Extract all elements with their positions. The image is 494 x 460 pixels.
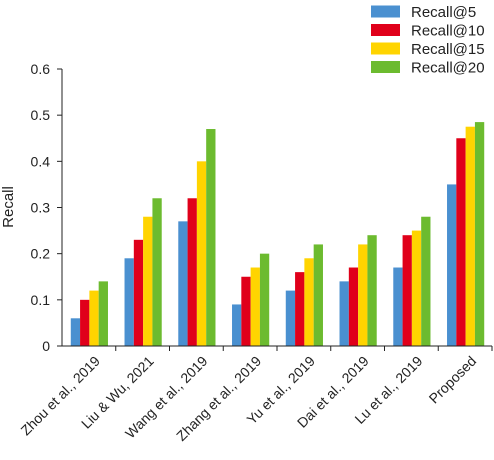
bar	[393, 267, 403, 346]
bar	[295, 272, 305, 346]
bars	[70, 122, 485, 346]
bar	[143, 216, 153, 346]
bar	[348, 267, 359, 346]
bar	[402, 235, 412, 346]
bar	[465, 126, 475, 346]
bar	[241, 276, 251, 346]
bar	[447, 184, 457, 346]
y-tick-label: 0.4	[31, 153, 51, 169]
legend-swatch	[371, 42, 400, 55]
legend-swatch	[371, 61, 400, 73]
legend-label: Recall@5	[411, 4, 476, 21]
bar	[89, 290, 99, 346]
bar	[411, 230, 422, 346]
bar	[259, 253, 270, 346]
bar	[250, 267, 260, 346]
legend-swatch	[371, 24, 400, 36]
bar	[285, 290, 296, 346]
y-axis-label: Recall	[0, 186, 17, 228]
bar	[196, 161, 207, 346]
y-tick-label: 0.2	[31, 246, 51, 262]
bar	[304, 258, 314, 346]
bar	[474, 122, 485, 346]
legend-label: Recall@15	[411, 41, 485, 58]
y-tick-label: 0	[42, 338, 50, 354]
bar	[152, 198, 162, 346]
bar	[339, 281, 349, 346]
y-tick-label: 0.6	[31, 61, 51, 77]
y-tick-label: 0.3	[31, 200, 51, 216]
bar	[421, 216, 431, 346]
y-axis: 0 0.1 0.2 0.3 0.4 0.5 0.6	[31, 61, 63, 354]
legend-swatch	[371, 5, 400, 18]
bar	[124, 258, 134, 346]
bar	[80, 299, 90, 346]
legend-label: Recall@20	[411, 60, 485, 77]
bar	[367, 235, 377, 346]
bar	[206, 129, 216, 346]
y-tick-label: 0.1	[31, 292, 51, 308]
bar	[178, 221, 188, 346]
bar	[187, 198, 197, 346]
bar	[313, 244, 323, 346]
legend-label: Recall@10	[411, 23, 485, 40]
bar	[70, 318, 81, 346]
bar	[232, 304, 242, 346]
bar	[456, 138, 466, 346]
y-tick-label: 0.5	[31, 107, 51, 123]
x-tick-label: Proposed	[426, 353, 480, 407]
bar	[98, 281, 108, 346]
bar	[358, 244, 368, 346]
bar	[133, 239, 144, 346]
